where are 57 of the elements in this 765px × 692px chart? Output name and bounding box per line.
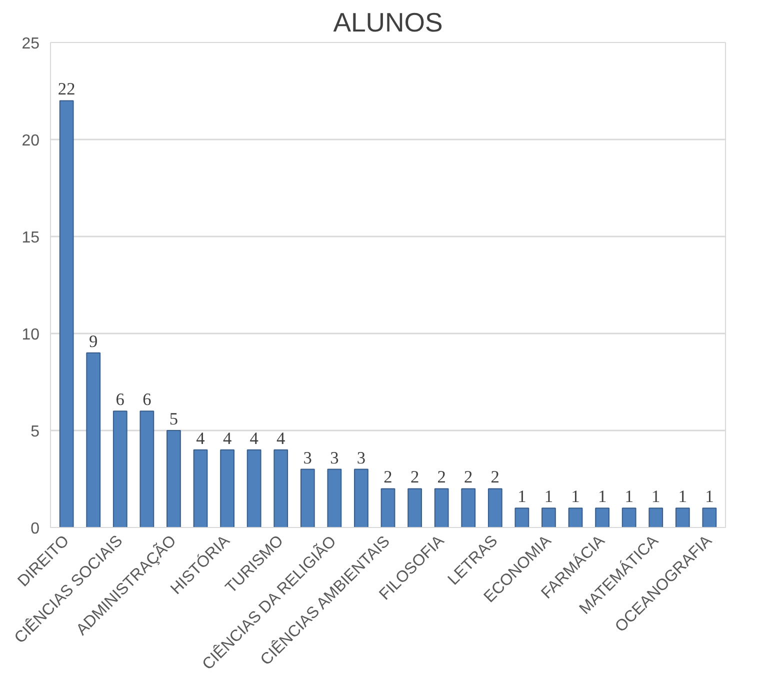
data-label: 4 <box>196 428 206 448</box>
bar <box>514 508 530 528</box>
y-tick-label: 10 <box>22 326 40 344</box>
bar <box>408 488 422 528</box>
bar <box>622 508 636 528</box>
bar <box>702 508 717 528</box>
bar <box>140 410 154 528</box>
data-label: 3 <box>330 448 339 468</box>
chart-title: ALUNOS <box>333 8 443 38</box>
bar <box>220 449 234 528</box>
data-label: 1 <box>624 487 634 506</box>
data-label: 9 <box>89 332 98 351</box>
bar <box>648 508 664 528</box>
data-label: 3 <box>303 448 312 468</box>
data-label: 6 <box>142 390 152 410</box>
data-label: 4 <box>276 428 286 448</box>
data-label: 5 <box>169 410 178 428</box>
bar <box>193 449 208 528</box>
data-label: 2 <box>464 468 473 487</box>
bar <box>354 468 368 528</box>
bar <box>542 508 556 528</box>
bar <box>112 410 128 528</box>
y-tick-label: 15 <box>22 230 40 246</box>
bar <box>59 100 74 528</box>
data-label: 1 <box>705 487 714 506</box>
data-label: 2 <box>437 468 446 487</box>
y-tick-label: 25 <box>22 36 40 52</box>
y-tick-label: 0 <box>30 520 40 538</box>
data-label: 2 <box>490 468 500 487</box>
bar <box>380 488 396 528</box>
bar <box>568 508 583 528</box>
data-label: 2 <box>384 468 392 487</box>
bar <box>166 430 181 528</box>
bar <box>300 468 315 528</box>
bar <box>461 488 476 528</box>
data-label: 1 <box>678 487 687 506</box>
data-label: 1 <box>598 487 607 506</box>
bar <box>488 488 502 528</box>
bar <box>86 352 101 528</box>
data-label: 1 <box>544 487 554 506</box>
data-label: 22 <box>58 80 76 99</box>
data-label: 1 <box>518 487 526 506</box>
data-label: 4 <box>250 428 259 448</box>
bar <box>675 508 690 528</box>
data-label: 3 <box>356 448 366 468</box>
bar <box>274 449 288 528</box>
data-label: 1 <box>571 487 580 506</box>
y-tick-label: 5 <box>30 424 40 440</box>
data-label: 2 <box>410 468 420 487</box>
data-label: 1 <box>652 487 660 506</box>
data-label: 6 <box>116 390 125 410</box>
bar <box>246 449 262 528</box>
data-label: 4 <box>222 428 232 448</box>
bar <box>327 468 342 528</box>
bar <box>595 508 610 528</box>
bar <box>434 488 449 528</box>
y-tick-label: 20 <box>22 132 40 150</box>
